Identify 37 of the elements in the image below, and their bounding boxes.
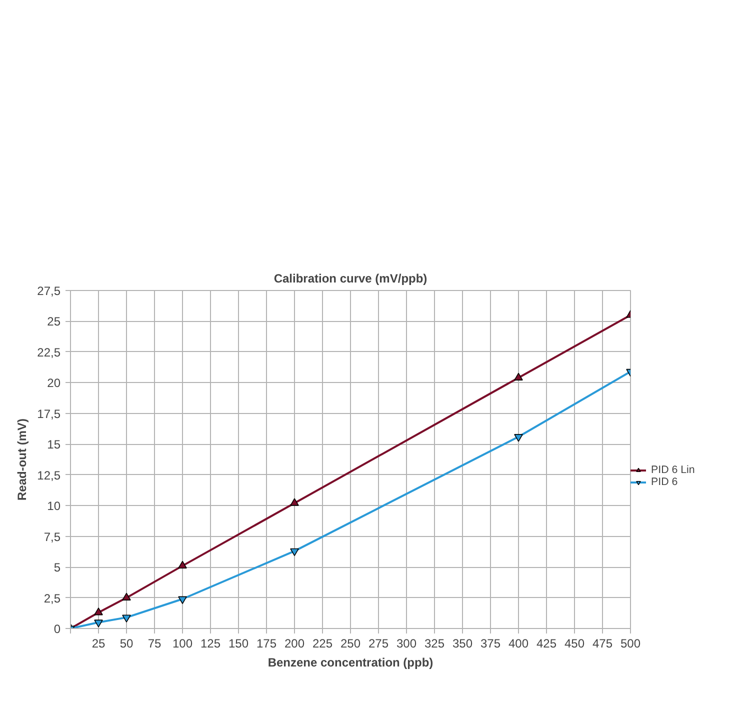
x-tick-label: 425	[536, 636, 557, 650]
x-tick-label: 500	[620, 636, 641, 650]
y-tick-label: 5	[54, 560, 61, 575]
y-tick-label: 12,5	[37, 468, 61, 482]
y-tick-label: 22,5	[37, 345, 61, 360]
y-axis-title: Read-out (mV)	[15, 418, 30, 500]
y-tick-label: 10	[47, 499, 61, 514]
x-tick-label: 350	[452, 636, 473, 650]
legend-label: PID 6	[651, 476, 678, 488]
y-tick-label: 27,5	[37, 284, 61, 298]
x-tick-label: 100	[172, 636, 193, 650]
x-tick-label: 325	[424, 636, 445, 650]
x-tick-label: 225	[312, 636, 333, 650]
x-tick-label: 150	[228, 636, 249, 650]
x-tick-label: 300	[396, 636, 417, 650]
x-tick-label: 175	[256, 636, 277, 650]
x-tick-label: 50	[120, 636, 134, 650]
y-tick-label: 20	[47, 376, 61, 390]
x-tick-label: 275	[368, 636, 389, 650]
legend-label: PID 6 Lin	[651, 464, 695, 476]
y-tick-label: 25	[47, 314, 61, 329]
x-tick-label: 200	[284, 636, 305, 650]
y-tick-label: 17,5	[37, 406, 61, 421]
y-tick-label: 15	[47, 438, 61, 452]
x-tick-label: 25	[92, 636, 106, 650]
x-tick-label: 400	[508, 636, 529, 650]
x-tick-label: 475	[592, 636, 613, 650]
x-tick-label: 125	[200, 636, 221, 650]
x-tick-label: 450	[564, 636, 585, 650]
x-tick-label: 250	[340, 636, 361, 650]
x-tick-label: 375	[480, 636, 501, 650]
y-tick-label: 2,5	[44, 591, 61, 606]
y-tick-label: 7,5	[44, 530, 61, 544]
x-tick-label: 75	[148, 636, 162, 650]
x-axis-title: Benzene concentration (ppb)	[268, 656, 434, 670]
chart-title: Calibration curve (mV/ppb)	[274, 272, 428, 286]
y-tick-label: 0	[54, 622, 61, 636]
